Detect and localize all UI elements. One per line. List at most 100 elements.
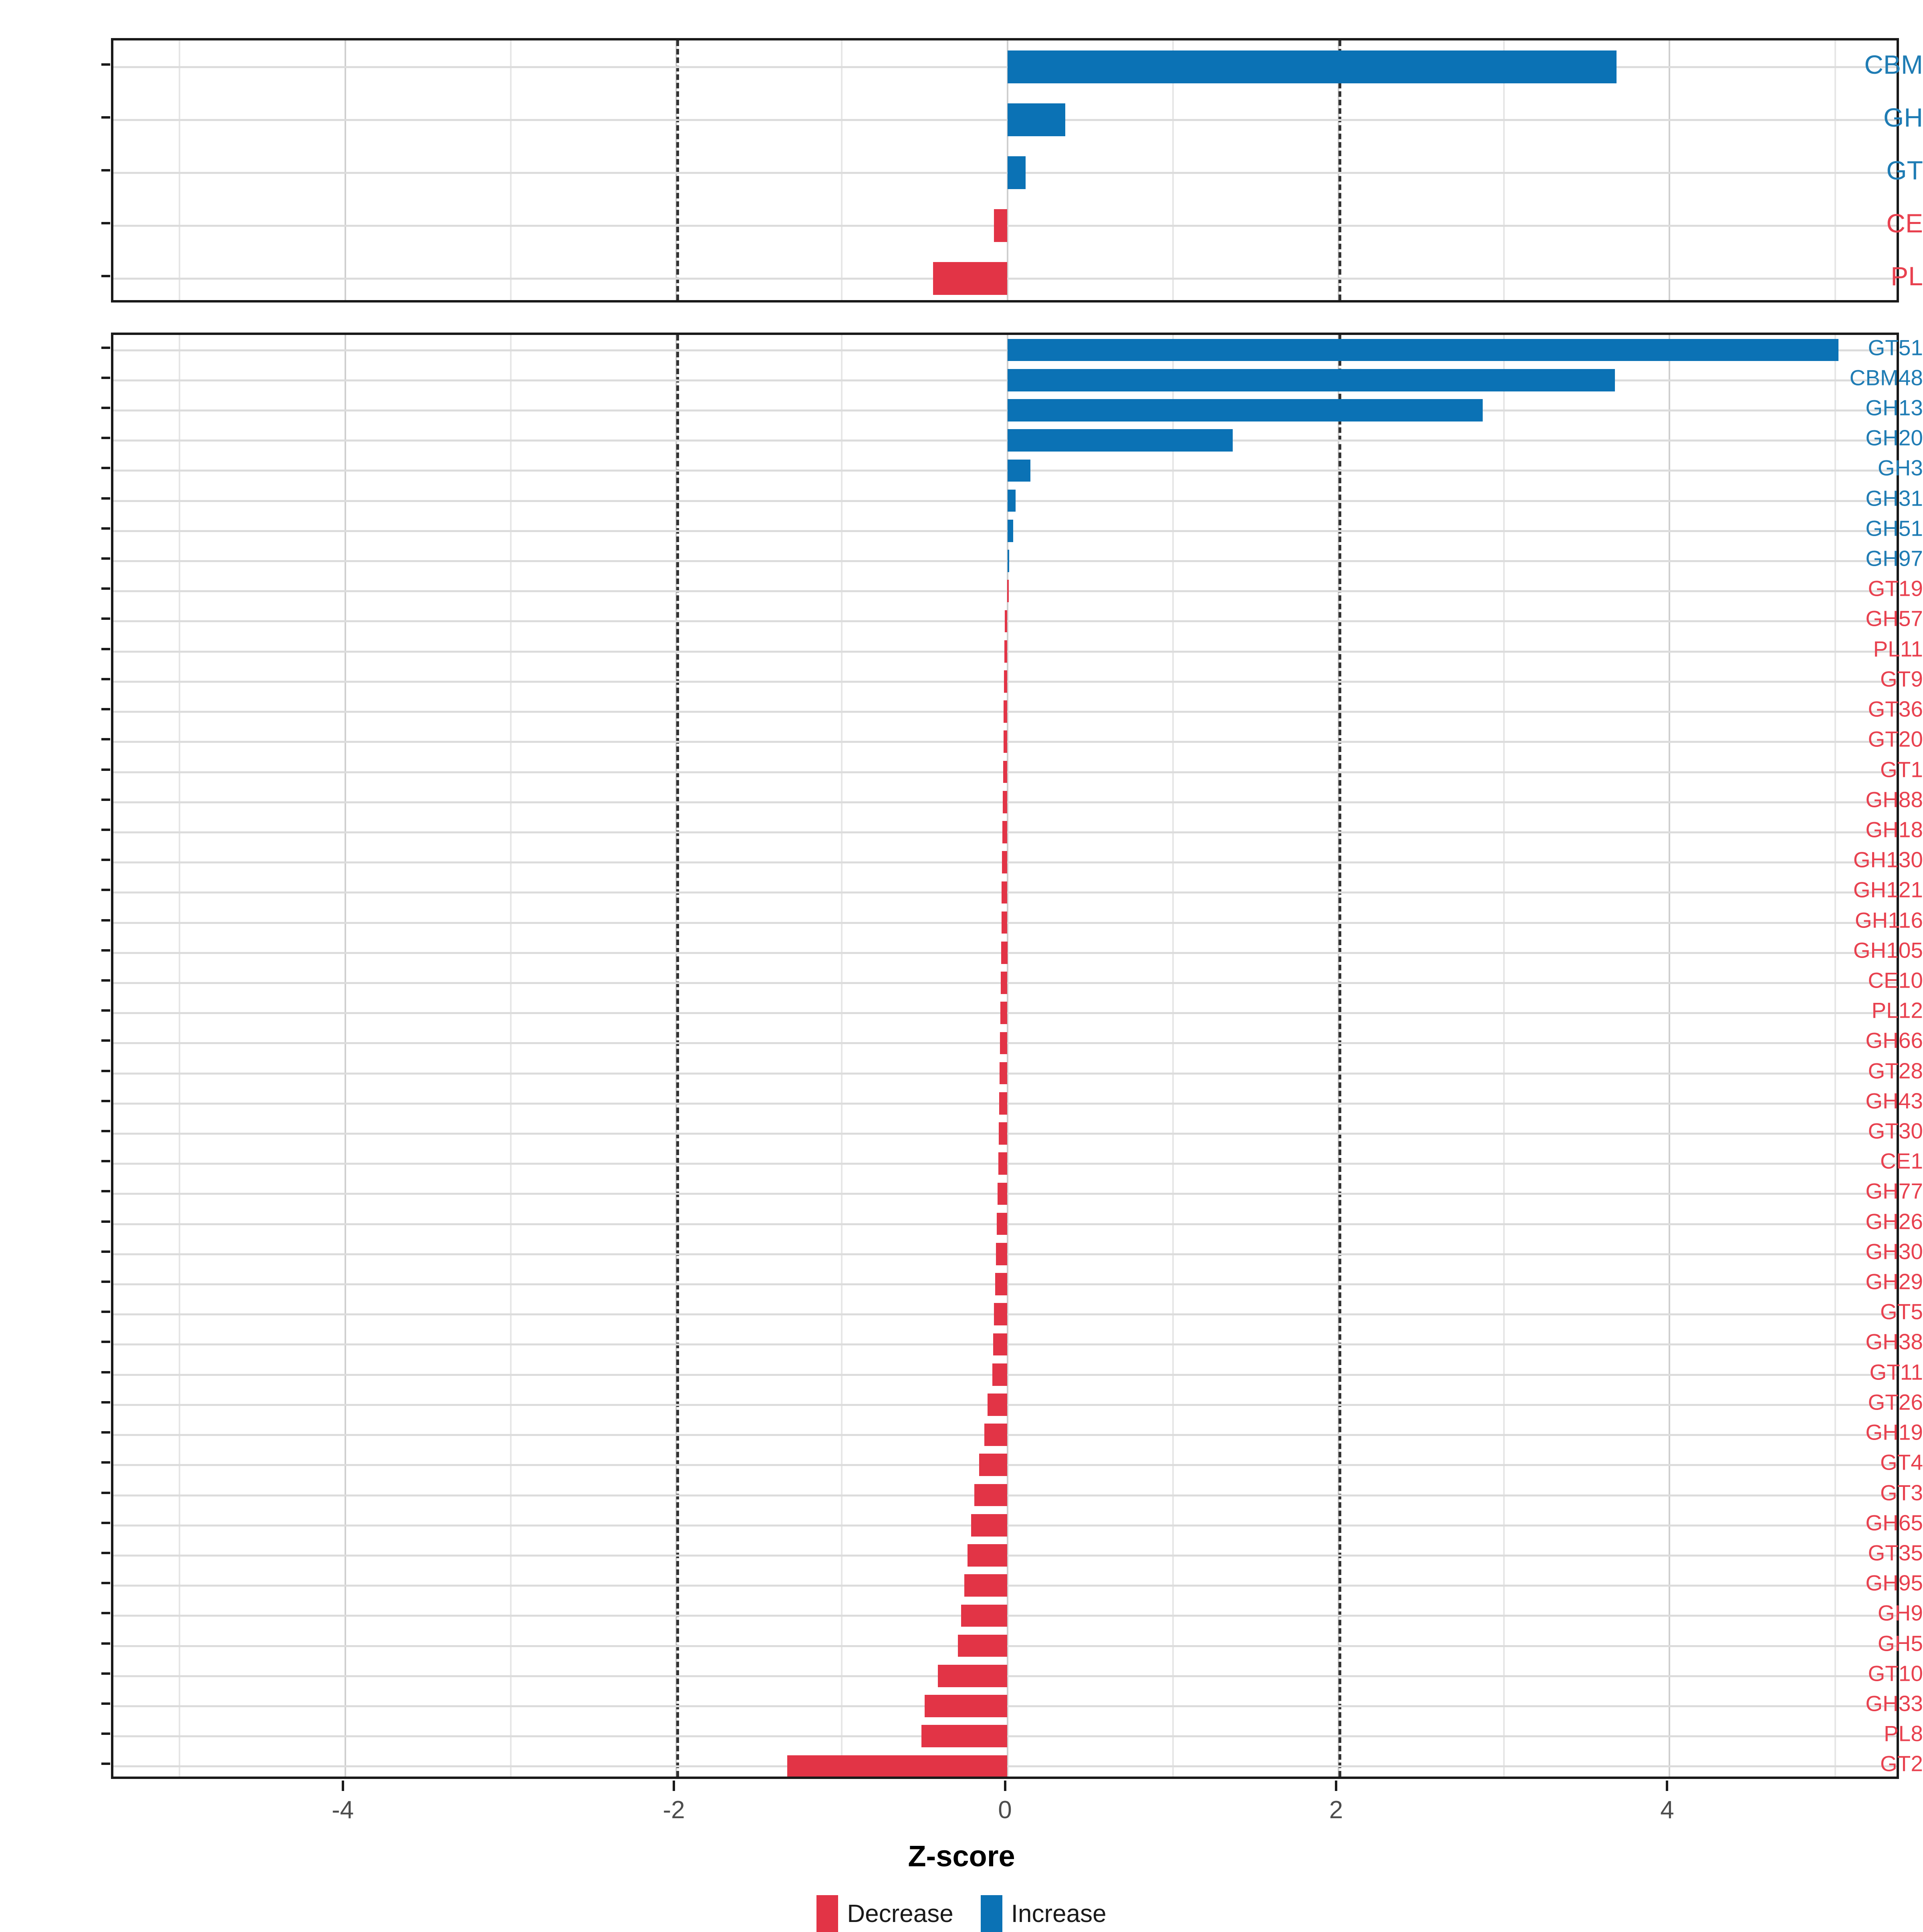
x-minor-gridline [179,40,181,300]
bar-GT30 [999,1122,1008,1145]
y-tick-mark [101,1341,110,1343]
bar-CBM [1007,50,1617,83]
bar-GH38 [993,1333,1008,1356]
y-axis-label-PL11: PL11 [1873,636,1923,661]
x-minor-gridline [1834,40,1836,300]
y-tick-mark [101,828,110,831]
x-minor-gridline [1503,335,1505,1777]
y-axis-label-GH95: GH95 [1865,1570,1923,1595]
bar-GH29 [995,1273,1008,1295]
y-gridline [113,119,1897,121]
y-axis-label-GH121: GH121 [1853,877,1923,902]
y-tick-mark [101,1160,110,1163]
y-axis-label-GT2: GT2 [1880,1751,1923,1776]
y-axis-label-CBM: CBM [1864,50,1923,79]
x-gridline [1006,335,1008,1777]
y-axis-label-CBM48: CBM48 [1849,365,1923,390]
bar-GH57 [1005,610,1008,633]
y-axis-label-GH5: GH5 [1877,1631,1923,1656]
y-tick-mark [101,467,110,470]
bar-GH18 [1002,821,1008,843]
y-axis-label-PL12: PL12 [1871,998,1923,1023]
y-axis-label-PL: PL [1891,261,1923,291]
x-tick-label: -2 [663,1796,685,1824]
x-tick-label: 0 [998,1796,1012,1824]
y-tick-mark [101,1250,110,1253]
x-minor-gridline [179,335,181,1777]
x-minor-gridline [1172,335,1174,1777]
x-tick-label: 2 [1329,1796,1343,1824]
y-tick-mark [101,116,110,119]
y-axis-label-PL8: PL8 [1884,1721,1923,1746]
y-tick-mark [101,1582,110,1585]
x-tick-label: 4 [1660,1796,1674,1824]
y-gridline [113,470,1897,472]
y-axis-label-GT3: GT3 [1880,1480,1923,1505]
x-gridline [1669,335,1671,1777]
y-axis-label-GH31: GH31 [1865,486,1923,511]
x-tick-mark [1004,1781,1006,1791]
y-tick-mark [101,647,110,650]
legend-label-increase: Increase [1011,1900,1107,1928]
y-tick-mark [101,768,110,771]
y-axis-label-GT11: GT11 [1869,1359,1923,1385]
x-minor-gridline [1172,40,1174,300]
y-gridline [113,172,1897,174]
bar-GH33 [924,1695,1008,1717]
y-tick-mark [101,919,110,922]
y-tick-mark [101,527,110,530]
y-axis-label-CE10: CE10 [1868,968,1923,993]
y-tick-mark [101,1732,110,1735]
legend-swatch-increase [980,1895,1002,1932]
y-tick-mark [101,437,110,440]
bar-GT35 [968,1544,1008,1567]
y-gridline [113,590,1897,593]
y-tick-mark [101,1069,110,1072]
class-level-plot-area [113,40,1897,300]
bar-GH51 [1007,520,1013,542]
y-tick-mark [101,1431,110,1434]
bar-GH105 [1001,941,1008,964]
y-gridline [113,500,1897,502]
y-axis-label-GH105: GH105 [1853,938,1923,963]
family-level-panel [111,333,1899,1779]
bar-GH88 [1002,791,1008,813]
y-tick-mark [101,859,110,861]
bar-PL11 [1004,640,1008,663]
y-tick-mark [101,1702,110,1705]
y-tick-mark [101,275,110,277]
reference-line [1338,335,1341,1777]
bar-GT4 [979,1454,1008,1476]
y-tick-mark [101,617,110,620]
y-axis-label-GH65: GH65 [1865,1510,1923,1535]
reference-line [676,40,679,300]
y-tick-mark [101,222,110,224]
y-tick-mark [101,1521,110,1524]
reference-line [676,335,679,1777]
y-tick-mark [101,1461,110,1464]
y-tick-mark [101,949,110,952]
x-minor-gridline [841,335,843,1777]
bar-CE1 [998,1152,1008,1175]
y-gridline [113,560,1897,563]
y-tick-mark [101,1281,110,1283]
legend-label-decrease: Decrease [847,1900,953,1928]
bar-GT28 [1000,1062,1008,1085]
bar-GH5 [957,1634,1008,1657]
y-tick-mark [101,1311,110,1313]
y-axis-label-GH: GH [1883,103,1923,132]
y-axis-label-GH116: GH116 [1854,908,1923,933]
x-tick-mark [673,1781,675,1791]
y-tick-mark [101,407,110,409]
bar-GH97 [1007,550,1009,572]
bar-GH3 [1007,459,1031,482]
bar-GH31 [1007,489,1016,512]
y-axis-label-GT35: GT35 [1868,1540,1923,1565]
y-axis-label-GT5: GT5 [1880,1299,1923,1324]
y-axis-label-GH77: GH77 [1865,1178,1923,1204]
y-tick-mark [101,1039,110,1042]
bar-GT3 [974,1484,1008,1506]
bar-GT36 [1004,700,1008,723]
y-axis-label-GH30: GH30 [1865,1239,1923,1264]
